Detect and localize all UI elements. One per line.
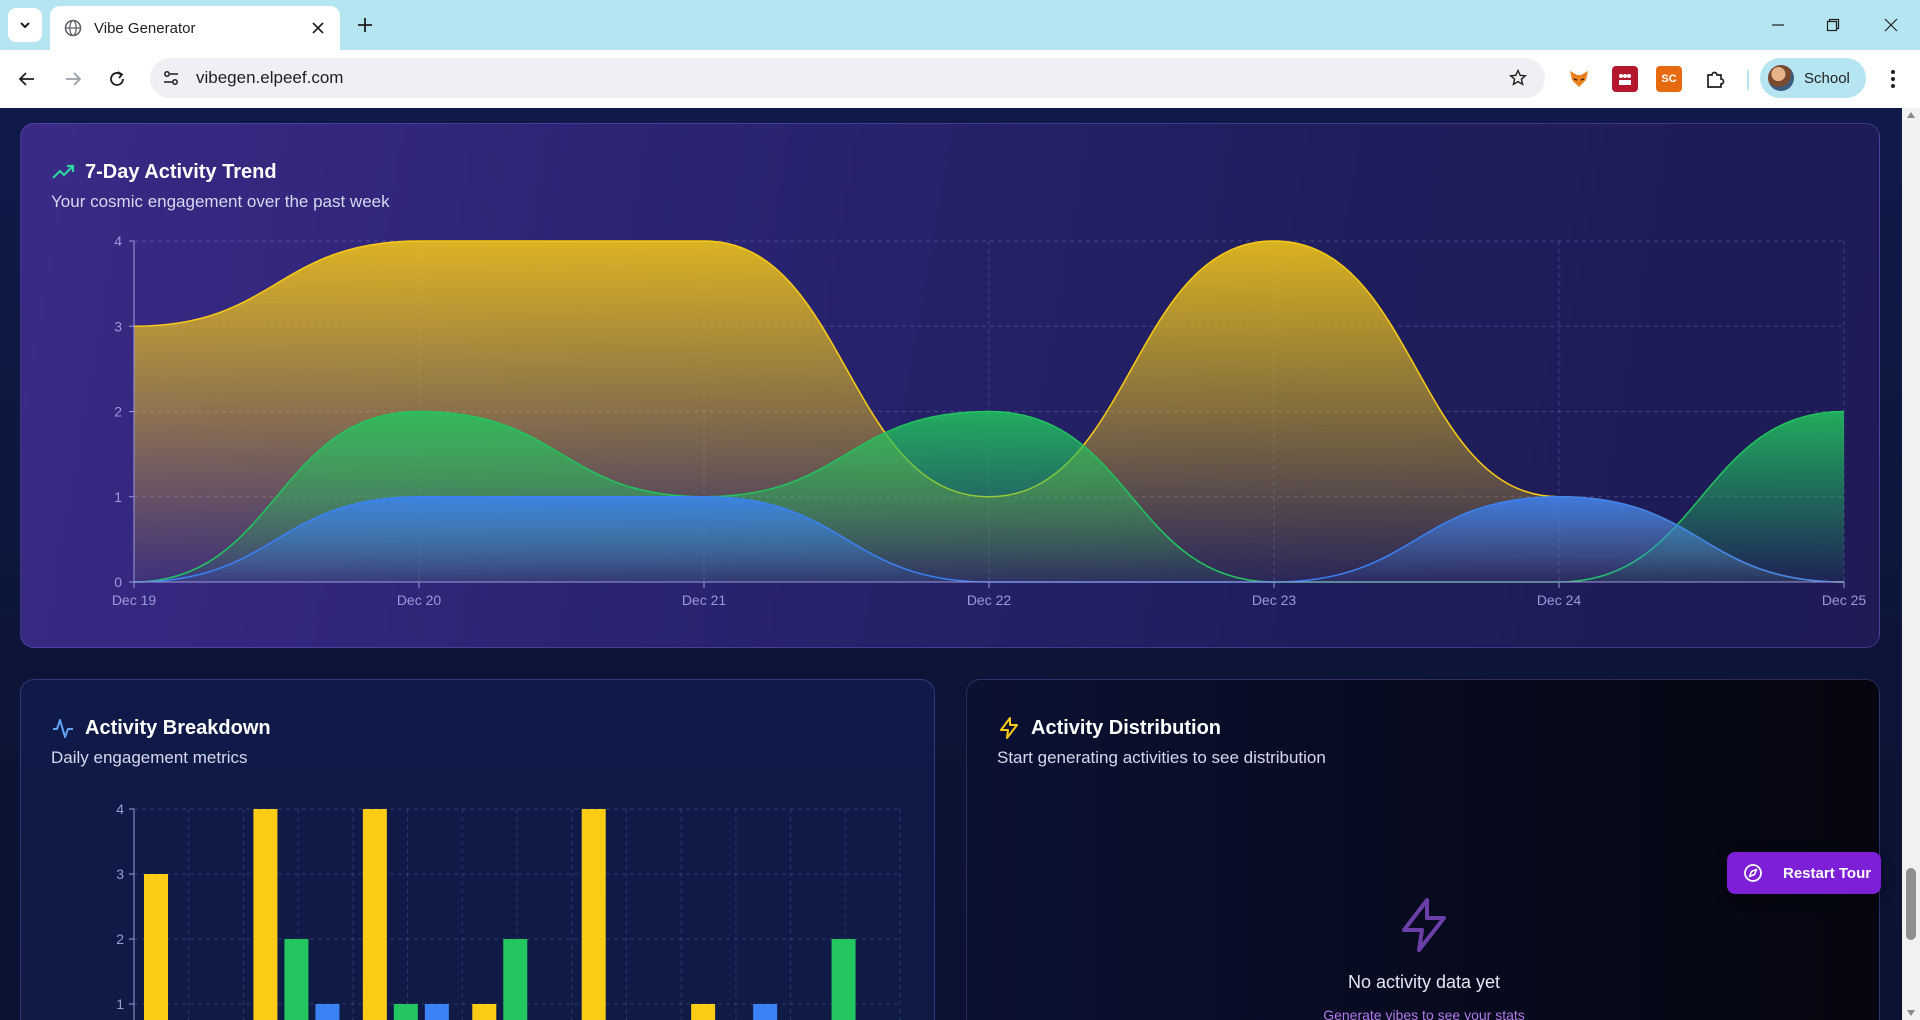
x-tick-label: Dec 22 xyxy=(967,592,1012,608)
close-icon xyxy=(1884,18,1898,32)
bar xyxy=(253,809,278,1020)
card-title: 7-Day Activity Trend xyxy=(85,160,277,183)
reload-icon xyxy=(110,71,124,86)
bar xyxy=(393,1004,418,1020)
toolbar-divider xyxy=(1747,70,1749,90)
profile-name: School xyxy=(1804,69,1850,87)
lightning-empty-icon xyxy=(1402,898,1446,952)
restart-tour-button[interactable]: Restart Tour xyxy=(1727,852,1881,894)
bar xyxy=(424,1004,449,1020)
browser-tab[interactable]: Vibe Generator xyxy=(50,6,340,50)
minimize-icon xyxy=(1772,24,1784,26)
forward-button[interactable] xyxy=(58,64,88,94)
activity-distribution-card: Activity Distribution Start generating a… xyxy=(966,679,1880,1020)
area-chart: 0 1 2 3 4 Dec 19 Dec 20 Dec 21 Dec 22 Dec 23 Dec 2… xyxy=(112,233,1867,608)
site-info-icon[interactable] xyxy=(156,63,186,93)
reload-button[interactable] xyxy=(102,64,132,94)
bar xyxy=(144,874,168,1020)
card-title: Activity Distribution xyxy=(1031,716,1222,739)
x-tick-label: Dec 21 xyxy=(682,592,727,608)
bar xyxy=(691,1004,716,1020)
card-header: 7-Day Activity Trend xyxy=(51,160,277,184)
activity-pulse-icon xyxy=(51,716,75,740)
y-tick-label: 3 xyxy=(114,318,122,334)
plus-icon xyxy=(358,18,372,32)
restart-tour-label: Restart Tour xyxy=(1783,864,1872,882)
bar xyxy=(472,1004,497,1020)
trending-up-icon xyxy=(51,160,75,184)
profile-button[interactable]: School xyxy=(1760,58,1866,98)
y-tick-label: 4 xyxy=(114,233,122,249)
empty-state-title: No activity data yet xyxy=(1347,972,1501,992)
bar xyxy=(503,939,528,1020)
bar xyxy=(581,809,606,1020)
page-scrollbar[interactable] xyxy=(1902,108,1920,1020)
sc-extension-icon[interactable]: SC xyxy=(1656,66,1682,92)
card-title: Activity Breakdown xyxy=(85,716,271,739)
bar-chart: 1 2 3 4 xyxy=(116,801,901,1020)
x-tick-label: Dec 20 xyxy=(397,592,442,608)
x-tick-label: Dec 24 xyxy=(1537,592,1582,608)
url-text[interactable]: vibegen.elpeef.com xyxy=(196,68,344,87)
arrow-left-icon xyxy=(18,72,34,86)
y-tick-label: 1 xyxy=(116,996,124,1012)
new-tab-button[interactable] xyxy=(352,12,378,38)
card-subtitle: Daily engagement metrics xyxy=(51,748,248,767)
y-tick-label: 1 xyxy=(114,489,122,505)
y-tick-label: 0 xyxy=(114,574,122,590)
bar xyxy=(753,1004,778,1020)
browser-menu-button[interactable] xyxy=(1878,64,1908,94)
back-button[interactable] xyxy=(12,64,42,94)
card-subtitle: Start generating activities to see distr… xyxy=(997,748,1326,767)
globe-icon xyxy=(64,19,82,37)
activity-breakdown-card: Activity Breakdown Daily engagement metr… xyxy=(20,679,935,1020)
bar xyxy=(362,809,387,1020)
avatar xyxy=(1768,65,1794,91)
bar xyxy=(284,939,309,1020)
x-tick-label: Dec 19 xyxy=(112,592,157,608)
x-tick-label: Dec 23 xyxy=(1252,592,1297,608)
empty-state-hint: Generate vibes to see your stats xyxy=(1323,1007,1525,1020)
y-tick-label: 2 xyxy=(114,404,122,420)
close-window-button[interactable] xyxy=(1876,10,1906,40)
x-tick-label: Dec 25 xyxy=(1822,592,1867,608)
page-content: 7-Day Activity Trend Your cosmic engagem… xyxy=(0,108,1902,1020)
puzzle-extensions-icon[interactable] xyxy=(1702,66,1728,92)
scroll-down-arrow[interactable] xyxy=(1907,1010,1915,1016)
sc-extension-label: SC xyxy=(1661,73,1677,85)
activity-trend-card: 7-Day Activity Trend Your cosmic engagem… xyxy=(20,123,1880,648)
minimize-button[interactable] xyxy=(1763,10,1793,40)
card-header: Activity Breakdown xyxy=(51,716,271,740)
close-tab-icon[interactable] xyxy=(308,18,328,38)
browser-tabstrip: Vibe Generator xyxy=(0,0,1920,50)
y-tick-label: 2 xyxy=(116,931,124,947)
y-tick-label: 3 xyxy=(116,866,124,882)
scroll-thumb[interactable] xyxy=(1906,868,1916,940)
tab-title: Vibe Generator xyxy=(94,19,196,37)
lightning-icon xyxy=(997,716,1021,740)
y-tick-label: 4 xyxy=(116,801,124,817)
address-bar[interactable]: vibegen.elpeef.com xyxy=(150,58,1545,98)
card-header: Activity Distribution xyxy=(997,716,1221,740)
compass-icon xyxy=(1743,863,1763,883)
fox-extension-icon[interactable] xyxy=(1566,66,1592,92)
bookmark-star-icon[interactable] xyxy=(1503,63,1533,93)
card-subtitle: Your cosmic engagement over the past wee… xyxy=(51,192,390,211)
bar xyxy=(315,1004,340,1020)
series-area xyxy=(134,496,1844,582)
arrow-right-icon xyxy=(66,72,82,86)
more-vertical-icon xyxy=(1891,70,1895,88)
browser-toolbar: vibegen.elpeef.com SC School xyxy=(0,50,1920,108)
restore-icon xyxy=(1826,18,1840,32)
dots-extension-icon[interactable] xyxy=(1612,66,1638,92)
scroll-up-arrow[interactable] xyxy=(1907,112,1915,118)
restore-button[interactable] xyxy=(1818,10,1848,40)
bar xyxy=(831,939,856,1020)
tab-search-button[interactable] xyxy=(8,8,42,42)
chevron-down-icon xyxy=(20,22,30,29)
